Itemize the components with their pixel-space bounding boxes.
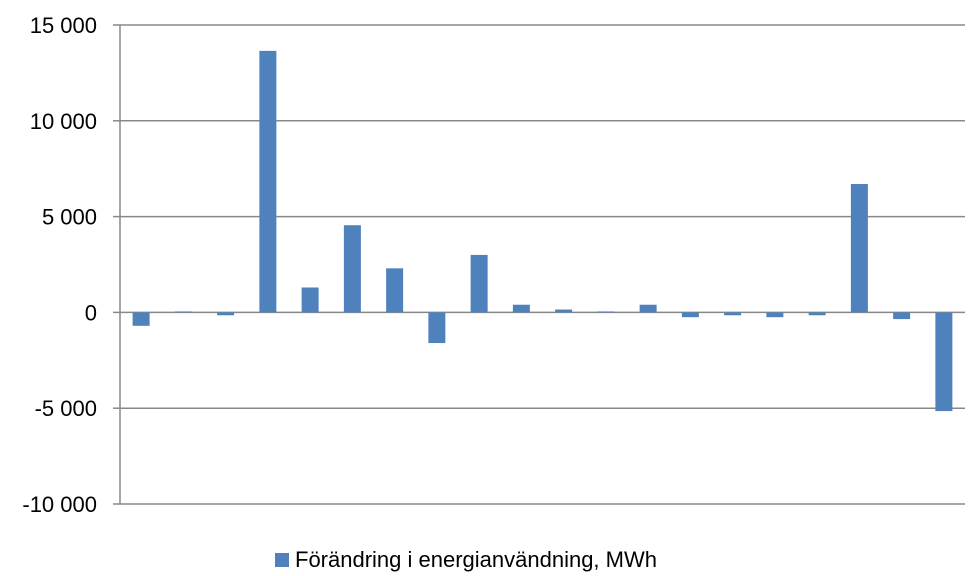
bar — [639, 304, 657, 313]
y-tick-label: -10 000 — [22, 492, 97, 517]
bar — [386, 268, 404, 313]
bar — [555, 309, 573, 313]
bars — [132, 50, 953, 412]
y-tick-labels: 15 000 10 000 5 000 0 -5 000 -10 000 — [22, 13, 97, 517]
y-tick-label: -5 000 — [35, 396, 97, 421]
bar — [597, 311, 615, 313]
bar — [470, 254, 488, 313]
bar — [808, 312, 826, 316]
bar — [681, 312, 699, 318]
y-tick-label: 5 000 — [42, 205, 97, 230]
bar — [850, 184, 868, 313]
y-tick-label: 10 000 — [30, 109, 97, 134]
bar — [217, 312, 235, 316]
bar — [174, 311, 192, 313]
bar — [935, 312, 953, 412]
bar — [343, 225, 361, 313]
y-tick-label: 0 — [85, 300, 97, 325]
bar — [512, 304, 530, 313]
bar — [724, 312, 742, 316]
y-tick-label: 15 000 — [30, 13, 97, 38]
bar — [132, 312, 150, 326]
legend-swatch — [275, 553, 289, 567]
bar — [301, 287, 319, 313]
bar — [428, 312, 446, 344]
bar — [766, 312, 784, 318]
gridlines — [120, 24, 965, 505]
bar — [259, 50, 277, 313]
axes — [113, 24, 121, 505]
bar — [893, 312, 911, 320]
legend-label: Förändring i energianvändning, MWh — [295, 547, 657, 572]
legend: Förändring i energianvändning, MWh — [275, 547, 657, 572]
